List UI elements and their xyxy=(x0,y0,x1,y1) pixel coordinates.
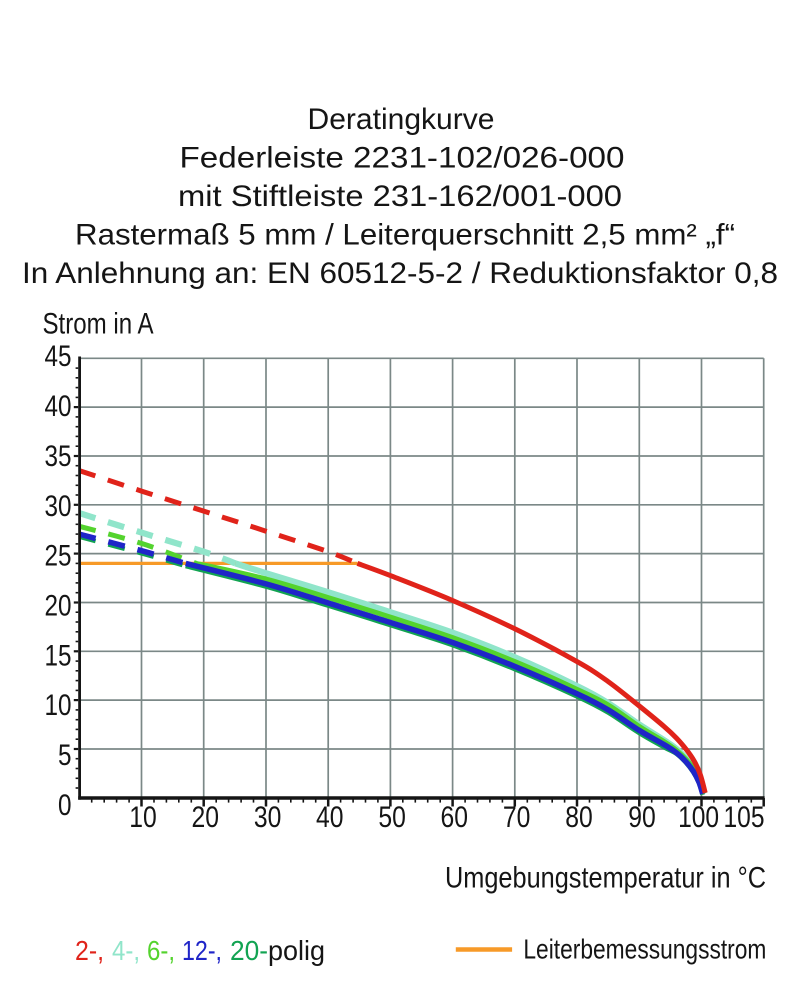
svg-text:100: 100 xyxy=(678,801,719,834)
svg-text:45: 45 xyxy=(45,340,72,373)
svg-text:Umgebungstemperatur in °C: Umgebungstemperatur in °C xyxy=(445,862,766,895)
svg-text:70: 70 xyxy=(503,801,531,834)
svg-text:10: 10 xyxy=(129,801,157,834)
svg-text:80: 80 xyxy=(565,801,593,834)
svg-text:35: 35 xyxy=(45,440,72,473)
svg-text:4-,: 4-, xyxy=(112,935,140,966)
svg-text:Federleiste 2231-102/026-000: Federleiste 2231-102/026-000 xyxy=(180,141,625,174)
svg-text:20: 20 xyxy=(45,590,72,623)
svg-text:10: 10 xyxy=(45,689,72,722)
svg-text:15: 15 xyxy=(45,639,72,672)
svg-text:90: 90 xyxy=(628,801,656,834)
svg-text:30: 30 xyxy=(45,490,72,523)
svg-text:Rastermaß 5 mm / Leiterquersch: Rastermaß 5 mm / Leiterquerschnitt 2,5 m… xyxy=(75,218,735,251)
svg-text:30: 30 xyxy=(254,801,282,834)
svg-text:20-: 20- xyxy=(230,935,268,966)
svg-text:5: 5 xyxy=(58,739,72,772)
svg-text:50: 50 xyxy=(378,801,406,834)
svg-text:25: 25 xyxy=(45,540,72,573)
svg-text:In Anlehnung an: EN 60512-5-2: In Anlehnung an: EN 60512-5-2 / Reduktio… xyxy=(22,257,778,290)
svg-text:0: 0 xyxy=(58,789,72,822)
svg-text:40: 40 xyxy=(45,390,72,423)
svg-text:2-,: 2-, xyxy=(75,935,104,966)
svg-text:60: 60 xyxy=(441,801,469,834)
svg-text:Strom in A: Strom in A xyxy=(43,308,154,341)
svg-text:6-,: 6-, xyxy=(147,935,175,966)
svg-text:20: 20 xyxy=(192,801,220,834)
svg-text:40: 40 xyxy=(316,801,344,834)
svg-text:Leiterbemessungsstrom: Leiterbemessungsstrom xyxy=(523,934,766,965)
svg-text:mit Stiftleiste 231-162/001-00: mit Stiftleiste 231-162/001-000 xyxy=(178,180,622,213)
svg-text:105: 105 xyxy=(724,801,765,834)
svg-text:12-,: 12-, xyxy=(182,935,222,966)
svg-text:polig: polig xyxy=(268,935,325,966)
svg-text:Deratingkurve: Deratingkurve xyxy=(308,103,495,136)
